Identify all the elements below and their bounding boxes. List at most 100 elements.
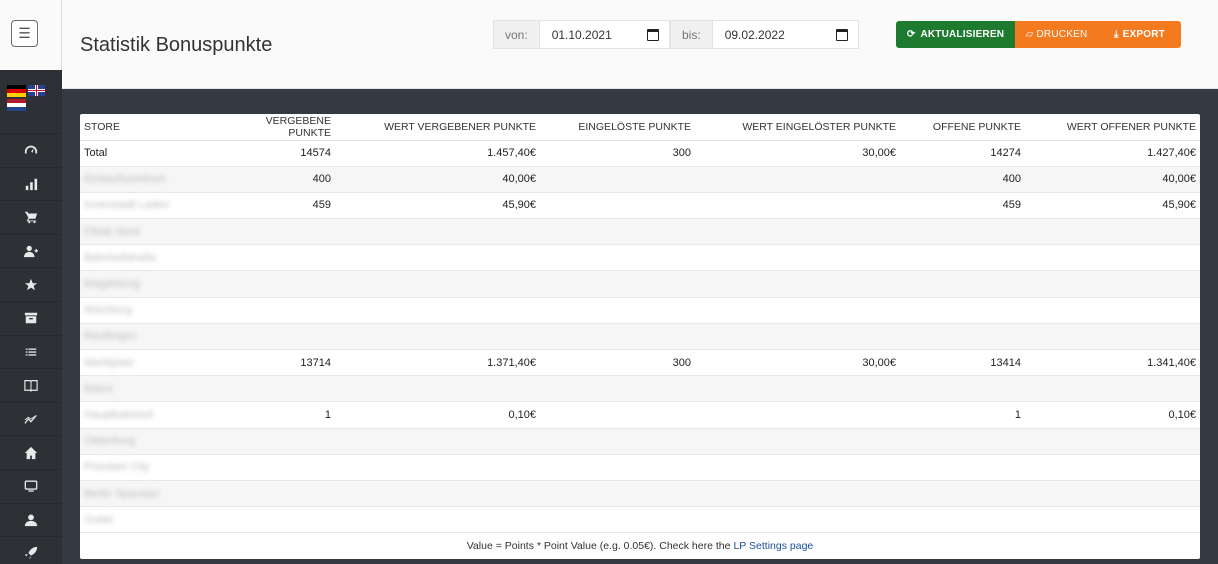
col-open-points[interactable]: OFFENE PUNKTE	[900, 114, 1025, 141]
table-cell-open: 459	[900, 192, 1025, 220]
table-cell-given	[220, 218, 335, 246]
table-cell-store: Filiale Nord	[80, 218, 220, 246]
table-cell-open	[900, 454, 1025, 481]
table-cell-redeemed	[540, 323, 695, 351]
table-cell-open	[900, 506, 1025, 534]
to-date-field[interactable]: bis: 09.02.2022	[670, 20, 859, 49]
nav-list[interactable]	[0, 334, 62, 369]
refresh-button[interactable]: ⟳ AKTUALISIEREN	[896, 21, 1015, 48]
table-cell-given	[220, 454, 335, 481]
uk-flag-icon[interactable]	[28, 85, 45, 96]
col-given-points[interactable]: VERGEBENE PUNKTE	[220, 114, 335, 141]
table-cell-given	[220, 244, 335, 272]
nav-trends[interactable]	[0, 401, 62, 436]
table-cell-open-value	[1025, 454, 1200, 481]
table-cell-redeemed	[540, 480, 695, 508]
nav-launch[interactable]	[0, 536, 62, 564]
print-button[interactable]: ▱ DRUCKEN	[1015, 21, 1098, 48]
table-cell-open: 13414	[900, 349, 1025, 377]
table-cell-given	[220, 428, 335, 455]
table-cell-open-value	[1025, 375, 1200, 403]
dutch-flag-icon[interactable]	[7, 99, 26, 111]
table-cell-open: 1	[900, 401, 1025, 429]
bonus-points-table: STORE VERGEBENE PUNKTE WERT VERGEBENER P…	[80, 114, 1200, 534]
nav-profile[interactable]	[0, 502, 62, 537]
table-cell-open-value: 1.341,40€	[1025, 349, 1200, 377]
nav-catalog[interactable]	[0, 368, 62, 402]
table-cell-redeemed-value	[695, 244, 900, 272]
table-cell-open	[900, 297, 1025, 324]
from-date-field[interactable]: von: 01.10.2021	[493, 20, 670, 49]
store-name: Innenstadt Laden	[84, 199, 170, 212]
calendar-icon[interactable]	[647, 28, 659, 41]
table-row: Bahnhofstraße	[80, 244, 1200, 272]
table-cell-redeemed	[540, 375, 695, 403]
store-name: Outlet	[84, 513, 114, 526]
store-name: Magdeburg	[84, 278, 140, 291]
store-name: Einkaufszentrum	[84, 173, 166, 186]
table-cell-given: 13714	[220, 349, 335, 377]
table-cell-redeemed	[540, 428, 695, 455]
store-name: Potsdam City	[84, 461, 150, 474]
table-cell-given: 459	[220, 192, 335, 220]
table-row: Würzburg	[80, 297, 1200, 324]
nav-add-user[interactable]	[0, 233, 62, 268]
table-cell-redeemed-value	[695, 454, 900, 481]
nav-archive[interactable]	[0, 300, 62, 335]
nav-display[interactable]	[0, 468, 62, 503]
nav-statistics[interactable]	[0, 166, 62, 201]
export-button[interactable]: ⤓ EXPORT	[1098, 21, 1181, 48]
store-name: Hauptbahnhof	[84, 408, 154, 421]
user-icon	[24, 514, 38, 526]
refresh-label: AKTUALISIEREN	[920, 29, 1005, 40]
table-cell-redeemed: 300	[540, 349, 695, 377]
table-cell-given-value	[335, 244, 540, 272]
nav-cart[interactable]	[0, 200, 62, 234]
nav-dashboard[interactable]	[0, 133, 62, 167]
archive-icon	[24, 313, 38, 324]
lp-settings-link[interactable]: LP Settings page	[733, 540, 814, 552]
to-date-input[interactable]: 09.02.2022	[724, 27, 785, 42]
calendar-icon[interactable]	[836, 28, 848, 41]
table-cell-open	[900, 428, 1025, 455]
table-cell-store: Total	[80, 140, 220, 167]
german-flag-icon[interactable]	[7, 85, 26, 97]
table-cell-given-value	[335, 270, 540, 298]
table-cell-open-value	[1025, 480, 1200, 508]
nav-favorites[interactable]	[0, 267, 62, 301]
col-store[interactable]: STORE	[80, 114, 220, 141]
add-user-icon	[24, 245, 38, 258]
table-cell-redeemed-value	[695, 375, 900, 403]
table-cell-open-value	[1025, 323, 1200, 351]
chart-icon	[25, 178, 38, 191]
star-icon	[24, 278, 38, 290]
col-open-value[interactable]: WERT OFFENER PUNKTE	[1025, 114, 1200, 141]
menu-icon: ☰	[18, 25, 31, 41]
table-row: Oldenburg	[80, 428, 1200, 455]
table-cell-given-value	[335, 454, 540, 481]
table-cell-open-value: 0,10€	[1025, 401, 1200, 429]
table-cell-store: Oldenburg	[80, 428, 220, 455]
table-cell-open	[900, 218, 1025, 246]
print-icon: ▱	[1025, 29, 1034, 40]
table-cell-given-value: 1.371,40€	[335, 349, 540, 377]
from-date-input[interactable]: 01.10.2021	[551, 27, 612, 42]
table-cell-store: Bahnhofstraße	[80, 244, 220, 272]
table-cell-redeemed	[540, 270, 695, 298]
table-row: Magdeburg	[80, 270, 1200, 298]
nav-home[interactable]	[0, 435, 62, 469]
table-cell-redeemed-value	[695, 297, 900, 324]
table-cell-redeemed-value	[695, 192, 900, 220]
col-redeemed-value[interactable]: WERT EINGELÖSTER PUNKTE	[695, 114, 900, 141]
download-icon: ⤓	[1114, 29, 1119, 40]
table-cell-open-value	[1025, 506, 1200, 534]
col-given-value[interactable]: WERT VERGEBENER PUNKTE	[335, 114, 540, 141]
table-cell-given: 400	[220, 166, 335, 193]
sidebar: ☰	[0, 0, 62, 564]
refresh-icon: ⟳	[906, 29, 916, 40]
hamburger-menu-button[interactable]: ☰	[11, 20, 38, 47]
table-row: Mainz	[80, 375, 1200, 403]
table-cell-open-value	[1025, 428, 1200, 455]
col-redeemed-points[interactable]: EINGELÖSTE PUNKTE	[540, 114, 695, 141]
from-date-label: von:	[494, 21, 540, 48]
